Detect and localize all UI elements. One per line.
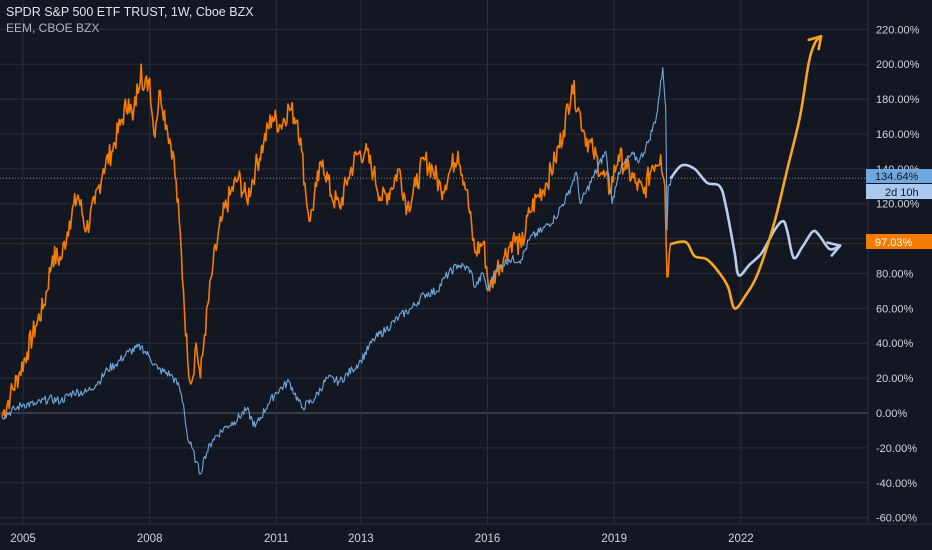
series-line-spy[interactable] [1, 67, 672, 475]
x-tick-label: 2013 [348, 533, 374, 545]
x-tick-label: 2008 [137, 533, 163, 545]
eem-value-badge: 97.03% [875, 237, 913, 249]
x-tick-label: 2022 [728, 533, 754, 545]
grid-layer [0, 0, 868, 524]
y-tick-label: 120.00% [876, 199, 920, 211]
y-tick-label: 40.00% [876, 338, 914, 350]
projection-blue-arrowhead-icon[interactable] [826, 241, 842, 257]
spy-value-badge-bg [866, 169, 932, 183]
y-tick-label: 200.00% [876, 59, 920, 71]
y-tick-label: 160.00% [876, 129, 920, 141]
y-tick-label: -40.00% [876, 478, 917, 490]
drawing-layer [669, 35, 842, 310]
y-tick-label: 0.00% [876, 408, 907, 420]
projection-orange-path[interactable] [669, 35, 823, 310]
x-tick-label: 2005 [10, 533, 36, 545]
spy-value-badge: 134.64% [875, 171, 919, 183]
countdown-badge-bg [866, 184, 932, 199]
series-layer [1, 63, 672, 475]
x-tick-label: 2011 [264, 533, 289, 545]
projection-blue-path[interactable] [669, 163, 842, 277]
chart-header: SPDR S&P 500 ETF TRUST, 1W, Cboe BZX EEM… [6, 4, 254, 36]
x-tick-label: 2019 [601, 533, 627, 545]
eem-value-badge-bg [866, 234, 932, 249]
price-axis-bg[interactable] [868, 0, 932, 524]
y-tick-label: -20.00% [876, 443, 917, 455]
projection-orange-arrowhead-icon[interactable] [807, 35, 823, 51]
series-line-eem[interactable] [1, 63, 672, 419]
y-tick-label: 80.00% [876, 268, 914, 280]
y-tick-label: -60.00% [876, 513, 917, 525]
main-symbol-title[interactable]: SPDR S&P 500 ETF TRUST, 1W, Cboe BZX [6, 5, 254, 19]
y-tick-label: 180.00% [876, 94, 920, 106]
time-axis-bg[interactable] [0, 524, 932, 550]
compare-symbol-title[interactable]: EEM, CBOE BZX [6, 21, 100, 35]
y-tick-label: 20.00% [876, 373, 914, 385]
y-tick-label: 60.00% [876, 303, 914, 315]
x-tick-label: 2016 [475, 533, 501, 545]
price-badges: 134.64% 2d 10h 97.03% [866, 169, 932, 249]
y-tick-label: 220.00% [876, 24, 920, 36]
x-axis-ticks: 2005 2008 2011 2013 2016 2019 2022 [10, 533, 754, 545]
y-axis-ticks: 220.00%200.00%180.00%160.00%140.00%120.0… [876, 24, 920, 524]
countdown-badge: 2d 10h [885, 187, 919, 199]
